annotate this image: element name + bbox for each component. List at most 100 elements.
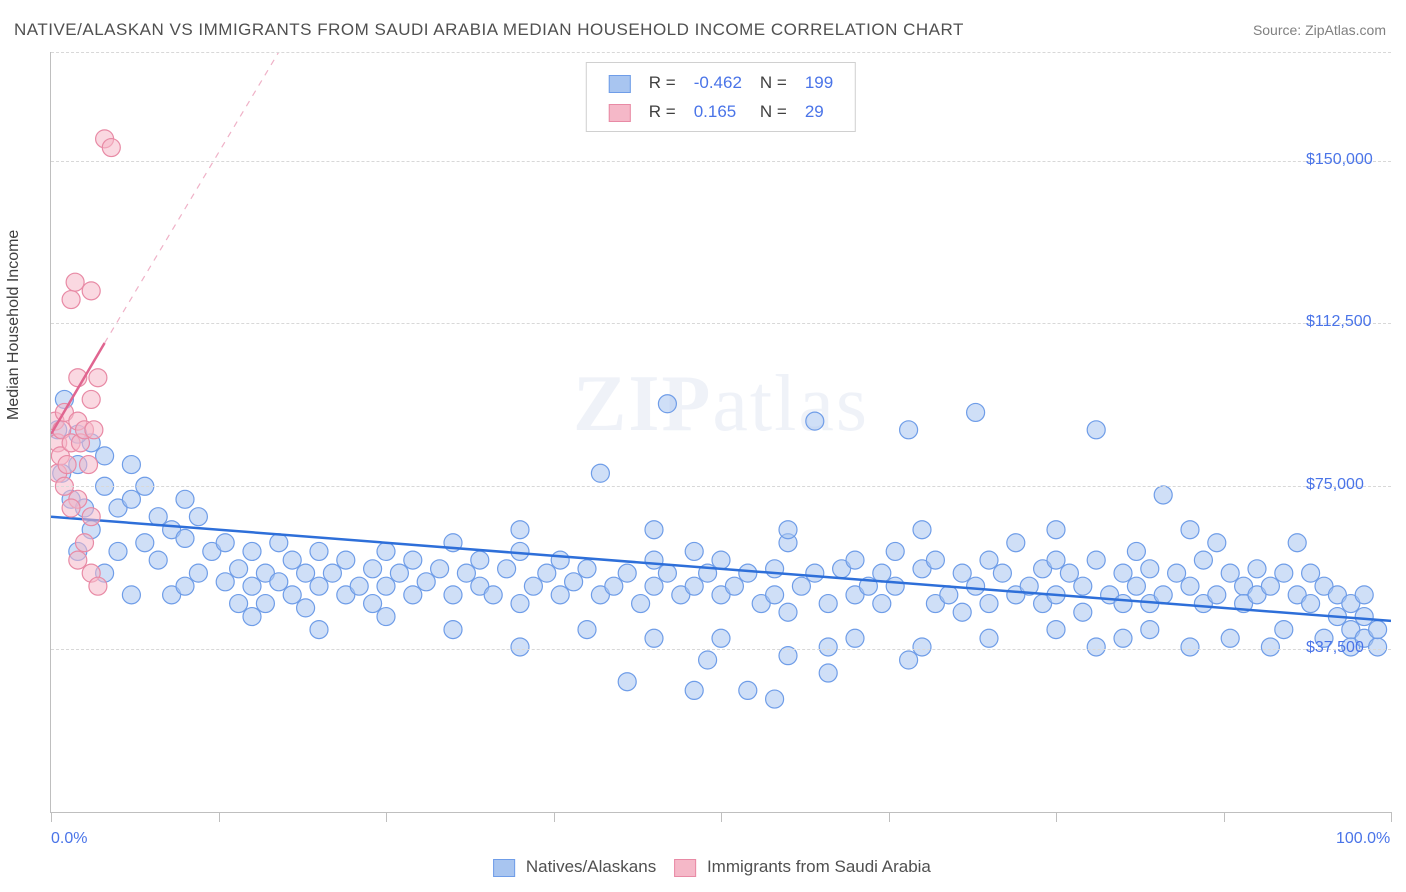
data-point [270, 573, 288, 591]
data-point [1087, 421, 1105, 439]
data-point [457, 564, 475, 582]
data-point [993, 564, 1011, 582]
data-point [310, 542, 328, 560]
regression-line-extension [105, 52, 279, 343]
source-prefix: Source: [1253, 22, 1305, 38]
data-point [390, 564, 408, 582]
data-point [1154, 486, 1172, 504]
chart-svg [51, 52, 1391, 812]
data-point [645, 577, 663, 595]
data-point [1261, 638, 1279, 656]
data-point [216, 534, 234, 552]
data-point [189, 508, 207, 526]
data-point [243, 542, 261, 560]
data-point [1275, 564, 1293, 582]
data-point [658, 564, 676, 582]
data-point [739, 681, 757, 699]
data-point [685, 542, 703, 560]
x-tick [1056, 812, 1057, 822]
data-point [980, 629, 998, 647]
data-point [551, 586, 569, 604]
data-point [578, 560, 596, 578]
x-tick [721, 812, 722, 822]
chart-title: NATIVE/ALASKAN VS IMMIGRANTS FROM SAUDI … [14, 20, 964, 40]
data-point [1288, 534, 1306, 552]
data-point [1087, 638, 1105, 656]
grid-line-horizontal [51, 323, 1391, 324]
data-point [511, 521, 529, 539]
data-point [109, 542, 127, 560]
grid-line-horizontal [51, 486, 1391, 487]
y-axis-label: Median Household Income [5, 230, 23, 420]
data-point [538, 564, 556, 582]
data-point [82, 508, 100, 526]
source-attribution: Source: ZipAtlas.com [1253, 22, 1386, 38]
data-point [953, 564, 971, 582]
data-point [230, 560, 248, 578]
data-point [645, 521, 663, 539]
data-point [377, 608, 395, 626]
data-point [511, 638, 529, 656]
data-point [1168, 564, 1186, 582]
data-point [846, 551, 864, 569]
data-point [926, 551, 944, 569]
data-point [243, 608, 261, 626]
y-tick-label: $75,000 [1306, 476, 1364, 494]
data-point [62, 291, 80, 309]
data-point [364, 560, 382, 578]
data-point [1114, 595, 1132, 613]
data-point [189, 564, 207, 582]
data-point [699, 651, 717, 669]
data-point [404, 586, 422, 604]
data-point [270, 534, 288, 552]
data-point [873, 595, 891, 613]
data-point [243, 577, 261, 595]
data-point [779, 521, 797, 539]
grid-line-horizontal [51, 52, 1391, 53]
data-point [886, 542, 904, 560]
data-point [283, 586, 301, 604]
data-point [122, 490, 140, 508]
data-point [76, 534, 94, 552]
data-point [337, 551, 355, 569]
data-point [89, 577, 107, 595]
data-point [685, 681, 703, 699]
data-point [176, 577, 194, 595]
y-tick-label: $150,000 [1306, 151, 1373, 169]
data-point [1221, 629, 1239, 647]
data-point [1060, 564, 1078, 582]
data-point [1181, 577, 1199, 595]
data-point [1141, 621, 1159, 639]
data-point [310, 621, 328, 639]
data-point [913, 638, 931, 656]
data-point [1114, 629, 1132, 647]
data-point [149, 508, 167, 526]
x-tick [51, 812, 52, 822]
x-tick [1224, 812, 1225, 822]
data-point [444, 586, 462, 604]
data-point [524, 577, 542, 595]
data-point [417, 573, 435, 591]
data-point [136, 534, 154, 552]
data-point [980, 595, 998, 613]
bottom-legend: Natives/Alaskans Immigrants from Saudi A… [475, 857, 931, 877]
y-tick-label: $112,500 [1306, 313, 1372, 331]
data-point [230, 595, 248, 613]
data-point [122, 456, 140, 474]
data-point [632, 595, 650, 613]
source-link[interactable]: ZipAtlas.com [1305, 22, 1386, 38]
data-point [216, 573, 234, 591]
data-point [658, 395, 676, 413]
data-point [1221, 564, 1239, 582]
data-point [176, 529, 194, 547]
data-point [256, 595, 274, 613]
data-point [1127, 577, 1145, 595]
data-point [1114, 564, 1132, 582]
data-point [766, 586, 784, 604]
data-point [85, 421, 103, 439]
data-point [1194, 551, 1212, 569]
data-point [1355, 608, 1373, 626]
data-point [591, 464, 609, 482]
data-point [873, 564, 891, 582]
data-point [511, 595, 529, 613]
